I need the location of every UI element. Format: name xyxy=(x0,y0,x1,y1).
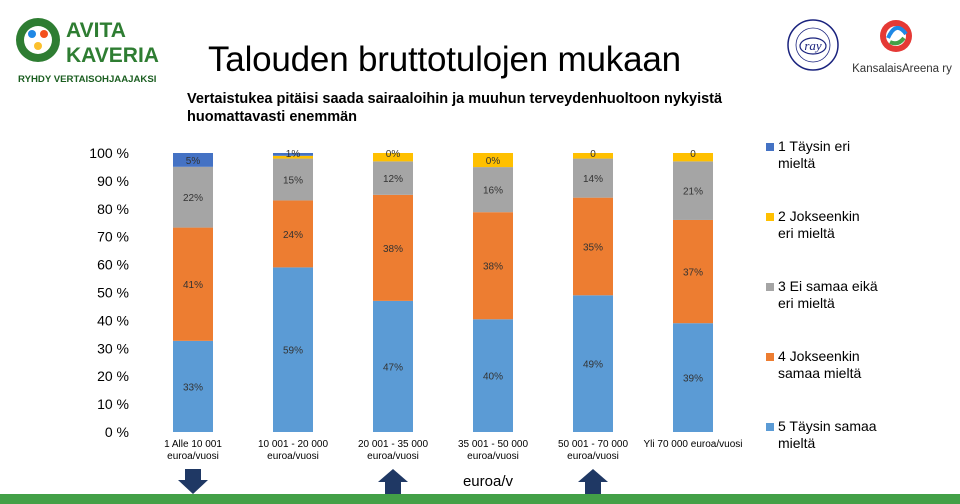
bar-segment xyxy=(573,158,613,198)
legend-label: 4 Jokseenkin samaa mieltä xyxy=(778,348,862,381)
kansalaisareena-logo: KansalaisAreena ry xyxy=(852,16,952,80)
y-tick-label: 30 % xyxy=(97,340,129,356)
bar-segment xyxy=(373,161,413,195)
x-axis-title: euroa/v xyxy=(463,473,514,490)
bar-data-label: 35% xyxy=(583,242,603,253)
arrow-down-icon xyxy=(178,469,208,494)
legend-swatch xyxy=(766,213,774,221)
bar-segment xyxy=(673,219,713,324)
bar-segment xyxy=(173,166,213,228)
bar-data-label: 22% xyxy=(183,193,203,204)
legend-label: 1 Täysin eri mieltä xyxy=(778,138,851,171)
legend-label: 5 Täysin samaa mieltä xyxy=(778,418,877,451)
bar-data-label: 33% xyxy=(183,382,203,393)
bar-data-labels: 33% 41% 22% 5% 59% 24% 15% 1% 47% 38% 12% 0% 40% 38% 1… xyxy=(183,149,703,393)
legend-swatch xyxy=(766,353,774,361)
bar-data-label: 37% xyxy=(683,268,703,279)
bar-data-label: 24% xyxy=(283,230,303,241)
bar-segment xyxy=(673,161,713,220)
x-axis: 1 Alle 10 001 euroa/vuosi 10 001 - 20 000 e… xyxy=(164,439,742,462)
bar-segment xyxy=(273,200,313,268)
page-title: Talouden bruttotulojen mukaan xyxy=(208,40,681,79)
y-axis: 0 % 10 % 20 % 30 % 40 % 50 % 60 % 70 % 80 % 90 % 1… xyxy=(89,145,129,440)
bar-segment xyxy=(573,197,613,296)
bar-data-label: 38% xyxy=(383,244,403,255)
bars xyxy=(173,153,713,432)
bar-segment xyxy=(173,340,213,432)
bar-segment xyxy=(273,267,313,432)
bar-data-label: 41% xyxy=(183,280,203,291)
x-tick-label: 10 001 - 20 000 euroa/vuosi xyxy=(258,439,328,462)
bar-data-label: 0% xyxy=(386,149,401,160)
logo-ka-text: KansalaisAreena ry xyxy=(852,63,952,75)
bar-segment xyxy=(573,295,613,432)
bar-segment xyxy=(473,319,513,432)
x-tick-label: 20 001 - 35 000 euroa/vuosi xyxy=(358,439,428,462)
x-tick-label: 50 001 - 70 000 euroa/vuosi xyxy=(558,439,628,462)
bar-segment xyxy=(273,153,313,156)
legend-swatch xyxy=(766,143,774,151)
x-tick-label: Yli 70 000 euroa/vuosi xyxy=(644,439,743,450)
bar-segment xyxy=(273,158,313,201)
bar-segment xyxy=(173,227,213,341)
y-tick-label: 100 % xyxy=(89,145,129,161)
y-tick-label: 50 % xyxy=(97,285,129,301)
x-tick-label: 1 Alle 10 001 euroa/vuosi xyxy=(164,439,222,462)
bar-data-label: 0% xyxy=(486,156,501,167)
bar-data-label: 40% xyxy=(483,372,503,383)
arrow-up-icon xyxy=(378,469,408,494)
arrow-up-icon xyxy=(578,469,608,494)
legend-swatch xyxy=(766,283,774,291)
bar-data-label: 38% xyxy=(483,262,503,273)
avita-kaveria-logo: AVITA KAVERIA RYHDY VERTAISOHJAAJAKSI xyxy=(14,12,164,90)
arrow-markers xyxy=(178,469,608,494)
y-tick-label: 0 % xyxy=(105,424,129,440)
bar-segment xyxy=(673,323,713,432)
logo-ray-text: ray xyxy=(804,38,822,53)
bar-segment xyxy=(373,153,413,162)
legend-label: 3 Ei samaa eikä eri mieltä xyxy=(778,278,878,311)
chart-title: Vertaistukea pitäisi saada sairaaloihin … xyxy=(187,91,723,125)
bar-data-label: 15% xyxy=(283,176,303,187)
ray-logo: ray xyxy=(786,18,840,72)
legend-swatch xyxy=(766,423,774,431)
bar-segment xyxy=(273,155,313,159)
bar-segment xyxy=(573,153,613,159)
bar-data-label: 16% xyxy=(483,186,503,197)
bar-data-label: 0 xyxy=(590,149,596,160)
y-tick-label: 10 % xyxy=(97,396,129,412)
bar-segment xyxy=(473,212,513,320)
legend-label: 2 Jokseenkin eri mieltä xyxy=(778,208,860,241)
bar-segment xyxy=(173,153,213,167)
x-tick-label: 35 001 - 50 000 euroa/vuosi xyxy=(458,439,528,462)
bar-data-label: 59% xyxy=(283,346,303,357)
bar-data-label: 5% xyxy=(186,156,201,167)
y-tick-label: 40 % xyxy=(97,312,129,328)
bar-data-label: 39% xyxy=(683,374,703,385)
bar-data-label: 47% xyxy=(383,362,403,373)
footer-accent-bar xyxy=(0,494,960,504)
bar-data-label: 1% xyxy=(286,149,301,160)
bar-data-label: 12% xyxy=(383,174,403,185)
bar-data-label: 14% xyxy=(583,174,603,185)
bar-segment xyxy=(373,194,413,301)
bar-segment xyxy=(673,153,713,162)
bar-segment xyxy=(373,300,413,432)
y-tick-label: 60 % xyxy=(97,257,129,273)
y-tick-label: 90 % xyxy=(97,173,129,189)
bar-segment xyxy=(473,167,513,213)
logo-avita-line2: KAVERIA xyxy=(66,44,159,67)
bar-data-label: 49% xyxy=(583,360,603,371)
bar-segment xyxy=(473,153,513,168)
logo-avita-tagline: RYHDY VERTAISOHJAAJAKSI xyxy=(18,74,157,85)
y-tick-label: 80 % xyxy=(97,201,129,217)
logo-avita-line1: AVITA xyxy=(66,19,126,42)
y-tick-label: 20 % xyxy=(97,368,129,384)
y-tick-label: 70 % xyxy=(97,229,129,245)
bar-data-label: 21% xyxy=(683,187,703,198)
bar-data-label: 0 xyxy=(690,149,696,160)
